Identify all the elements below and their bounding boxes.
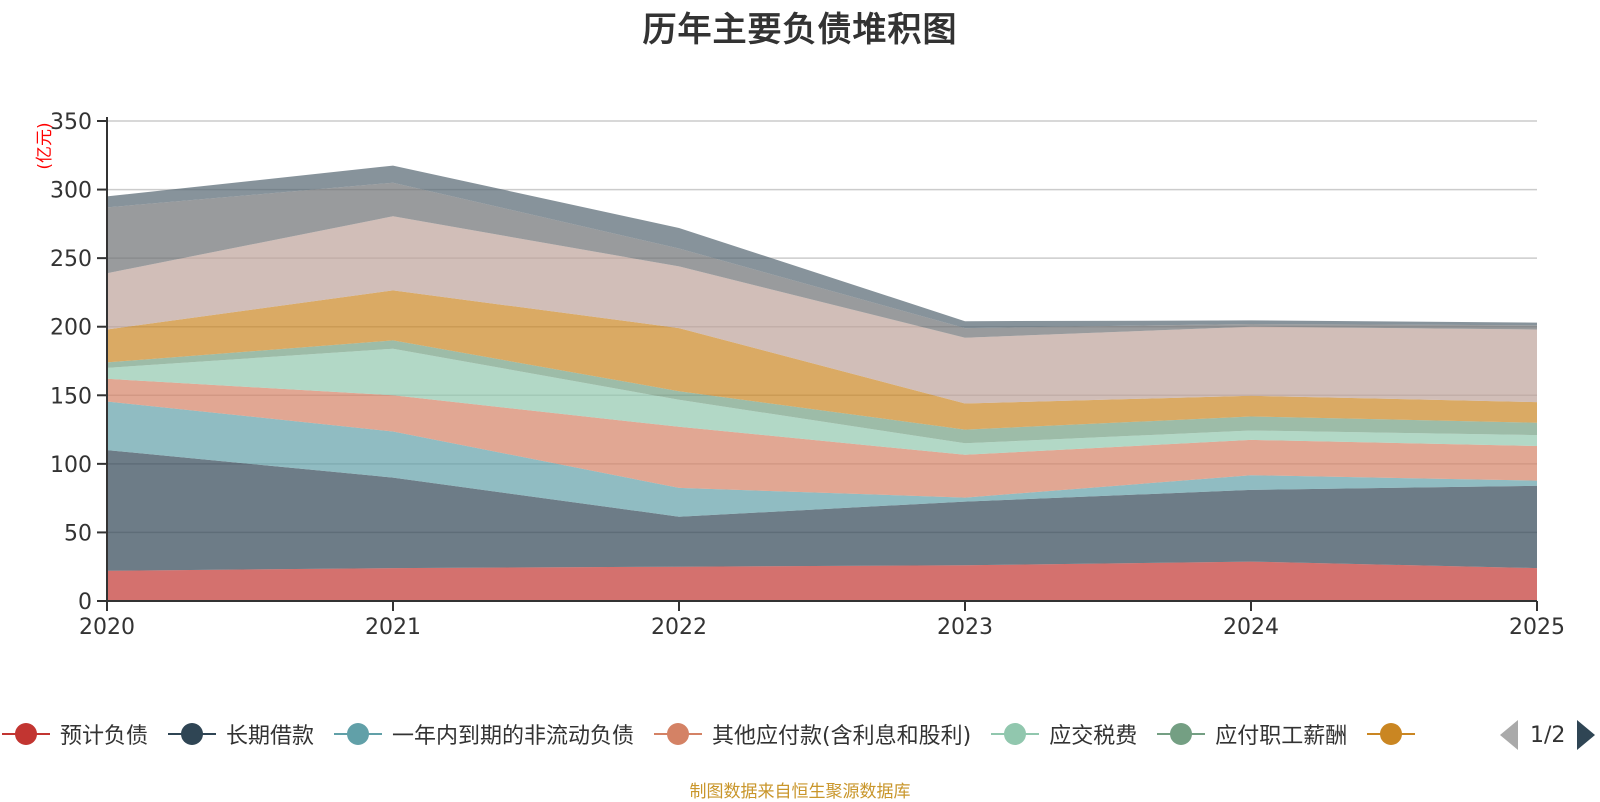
legend-label: 预计负债 bbox=[60, 724, 149, 749]
y-tick-label: 0 bbox=[78, 590, 92, 615]
area-series-1[interactable] bbox=[107, 450, 1537, 571]
x-tick-label: 2023 bbox=[937, 615, 993, 640]
legend-marker-icon bbox=[1367, 722, 1416, 746]
y-tick-label: 50 bbox=[64, 521, 92, 546]
legend-label: 应交税费 bbox=[1049, 724, 1138, 749]
y-tick-label: 150 bbox=[50, 384, 92, 409]
legend-item[interactable]: 一年内到期的非流动负债 bbox=[334, 718, 634, 750]
legend-marker-icon bbox=[334, 722, 383, 746]
legend-pager: 1/2 bbox=[1500, 718, 1596, 752]
area-series-2[interactable] bbox=[107, 401, 1537, 517]
legend-page-indicator: 1/2 bbox=[1530, 722, 1566, 748]
y-tick-label: 300 bbox=[50, 179, 92, 204]
y-tick-label: 100 bbox=[50, 453, 92, 478]
x-tick-label: 2021 bbox=[365, 615, 421, 640]
area-series-3[interactable] bbox=[107, 378, 1537, 498]
legend-item[interactable]: 预计负债 bbox=[2, 718, 148, 750]
area-series-8[interactable] bbox=[107, 182, 1537, 338]
legend-marker-icon bbox=[2, 722, 50, 746]
legend: 预计负债 长期借款 一年内到期的非流动负债 其他应付款(含利息和股利) 应交税费 应付职工… bbox=[0, 714, 1600, 754]
area-series-4[interactable] bbox=[107, 348, 1537, 455]
legend-item[interactable]: 长期借款 bbox=[168, 718, 314, 750]
area-series-7[interactable] bbox=[107, 216, 1537, 404]
x-tick-label: 2024 bbox=[1223, 615, 1279, 640]
legend-marker-icon bbox=[168, 722, 217, 746]
legend-label: 应付职工薪酬 bbox=[1215, 724, 1348, 749]
legend-label: 其他应付款(含利息和股利) bbox=[712, 724, 972, 749]
legend-item[interactable]: 应付职工薪酬 bbox=[1157, 718, 1347, 750]
legend-marker-icon bbox=[1157, 722, 1206, 746]
legend-item[interactable] bbox=[1367, 722, 1425, 746]
x-tick-label: 2025 bbox=[1509, 615, 1565, 640]
data-source-footer: 制图数据来自恒生聚源数据库 bbox=[689, 782, 911, 802]
axes: 0 50 100 150 200 250 300 350 2020 2021 2022 2023 202… bbox=[50, 110, 1565, 640]
x-tick-label: 2020 bbox=[79, 615, 135, 640]
y-tick-label: 200 bbox=[50, 316, 92, 341]
chart-title: 历年主要负债堆积图 bbox=[642, 10, 958, 50]
legend-item[interactable]: 应交税费 bbox=[991, 718, 1137, 750]
y-tick-label: 350 bbox=[50, 110, 92, 135]
area-series-0[interactable] bbox=[107, 561, 1537, 601]
legend-marker-icon bbox=[991, 722, 1040, 746]
y-axis-unit-label: (亿元) bbox=[35, 122, 55, 169]
legend-item[interactable]: 其他应付款(含利息和股利) bbox=[654, 718, 971, 750]
legend-marker-icon bbox=[654, 722, 703, 746]
legend-label: 一年内到期的非流动负债 bbox=[392, 724, 635, 749]
area-series-6[interactable] bbox=[107, 290, 1537, 430]
y-tick-label: 250 bbox=[50, 247, 92, 272]
legend-next-page-button[interactable] bbox=[1577, 720, 1596, 750]
area-layer bbox=[107, 165, 1537, 601]
area-series-9[interactable] bbox=[107, 165, 1537, 329]
legend-label: 长期借款 bbox=[226, 724, 315, 749]
legend-prev-page-button[interactable] bbox=[1500, 720, 1518, 750]
legend-clip bbox=[1462, 722, 1478, 750]
x-tick-label: 2022 bbox=[651, 615, 707, 640]
